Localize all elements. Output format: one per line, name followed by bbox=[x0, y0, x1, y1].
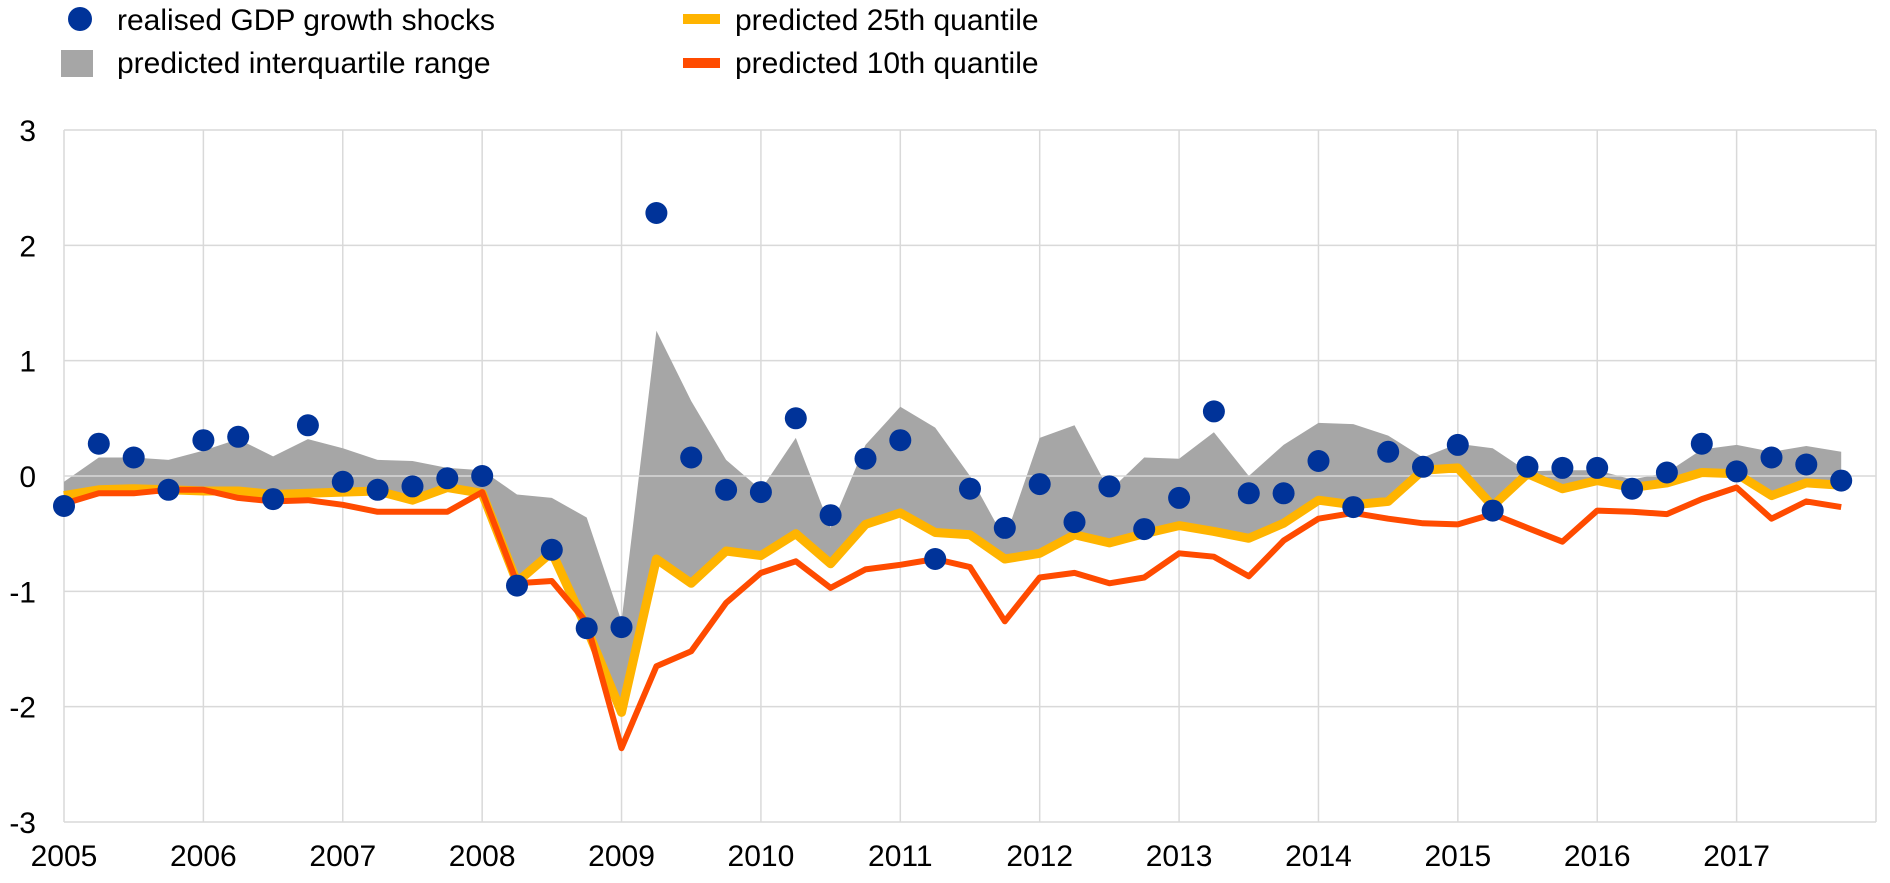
x-tick-label: 2017 bbox=[1703, 840, 1770, 873]
gdp-shock-point bbox=[1063, 511, 1086, 534]
legend-dot-swatch bbox=[68, 7, 92, 31]
gdp-shock-point bbox=[471, 465, 494, 487]
x-tick-label: 2006 bbox=[170, 840, 237, 873]
gdp-shock-dots-layer bbox=[53, 202, 1853, 640]
y-tick-label: -3 bbox=[9, 807, 36, 840]
gdp-shock-point bbox=[1446, 433, 1469, 456]
legend: realised GDP growth shocks predicted int… bbox=[61, 4, 1039, 80]
gdp-shock-point bbox=[680, 446, 703, 469]
gdp-shock-point bbox=[1586, 456, 1609, 479]
gdp-shock-point bbox=[924, 548, 947, 570]
gdp-shock-point bbox=[959, 477, 981, 500]
gdp-shock-point bbox=[993, 516, 1016, 539]
gdp-shock-point bbox=[1272, 482, 1295, 505]
gdp-shock-point bbox=[1516, 455, 1539, 478]
y-tick-label: 3 bbox=[19, 115, 36, 148]
gdp-shock-point bbox=[506, 574, 528, 597]
gdp-shock-point bbox=[1795, 453, 1818, 476]
x-tick-label: 2007 bbox=[309, 840, 376, 873]
x-tick-label: 2010 bbox=[728, 840, 795, 873]
series-line-q10 bbox=[63, 484, 1842, 752]
legend-q10-swatch bbox=[683, 58, 720, 68]
gdp-shock-point bbox=[645, 202, 668, 224]
gdp-shock-point bbox=[1098, 475, 1121, 498]
gdp-shock-point bbox=[401, 475, 424, 498]
gdp-shock-point bbox=[784, 407, 807, 430]
y-tick-label: -2 bbox=[9, 692, 36, 725]
gdp-shock-point bbox=[157, 478, 180, 501]
gdp-shock-point bbox=[1202, 400, 1225, 423]
gdp-shock-point bbox=[715, 478, 738, 501]
gdp-shock-point bbox=[889, 429, 912, 452]
gdp-shock-point bbox=[1412, 455, 1434, 478]
legend-label-iqr: predicted interquartile range bbox=[117, 47, 491, 80]
gdp-shock-point bbox=[436, 467, 459, 490]
interquartile-band-layer bbox=[64, 330, 1842, 713]
y-tick-label: 1 bbox=[19, 346, 36, 379]
legend-item-dots: realised GDP growth shocks bbox=[68, 4, 495, 37]
legend-item-q10: predicted 10th quantile bbox=[683, 47, 1039, 80]
interquartile-range-band bbox=[64, 330, 1842, 713]
x-tick-label: 2014 bbox=[1285, 840, 1352, 873]
gdp-shock-point bbox=[262, 488, 285, 511]
y-axis-ticks: 3 2 1 0 -1 -2 -3 bbox=[9, 115, 36, 840]
gdp-shock-point bbox=[575, 617, 598, 640]
y-tick-label: -1 bbox=[9, 576, 36, 609]
gdp-shock-point bbox=[1690, 432, 1713, 455]
gdp-shock-point bbox=[1830, 469, 1853, 492]
x-tick-label: 2013 bbox=[1146, 840, 1213, 873]
gdp-shock-point bbox=[1621, 477, 1644, 500]
gdp-shock-point bbox=[819, 504, 842, 527]
gdp-shock-point bbox=[53, 495, 75, 517]
gdp-shock-point bbox=[540, 538, 563, 561]
y-tick-label: 0 bbox=[19, 461, 36, 494]
gdp-shock-point bbox=[1725, 460, 1748, 483]
x-tick-label: 2011 bbox=[868, 840, 933, 873]
x-tick-label: 2005 bbox=[31, 840, 98, 873]
gdp-shock-point bbox=[1655, 461, 1678, 484]
x-axis-ticks: 2005 2006 2007 2008 2009 2010 2011 2012 2013 2014… bbox=[31, 840, 1770, 873]
gdp-shock-point bbox=[1481, 499, 1504, 522]
gdp-shock-point bbox=[1551, 456, 1574, 479]
legend-label-dots: realised GDP growth shocks bbox=[117, 4, 495, 37]
y-tick-label: 2 bbox=[19, 230, 36, 263]
gdp-shock-point bbox=[296, 414, 319, 437]
gdp-shock-point bbox=[1133, 518, 1156, 541]
gdp-shock-point bbox=[331, 470, 354, 493]
legend-item-q25: predicted 25th quantile bbox=[683, 4, 1039, 37]
gdp-shock-point bbox=[854, 447, 877, 470]
gdp-shock-point bbox=[749, 481, 772, 504]
series-line-q25 bbox=[63, 463, 1842, 717]
legend-label-q25: predicted 25th quantile bbox=[735, 4, 1039, 37]
legend-item-iqr: predicted interquartile range bbox=[61, 47, 491, 80]
legend-q25-swatch bbox=[683, 14, 720, 24]
gdp-shock-point bbox=[1028, 473, 1051, 496]
quantile-lines-layer bbox=[63, 463, 1842, 752]
legend-label-q10: predicted 10th quantile bbox=[735, 47, 1039, 80]
gdp-shock-point bbox=[227, 425, 250, 448]
gdp-shock-point bbox=[1342, 496, 1365, 519]
gdp-shock-point bbox=[1377, 440, 1400, 463]
x-tick-label: 2009 bbox=[588, 840, 655, 873]
gdp-shock-point bbox=[1237, 482, 1260, 505]
x-tick-label: 2016 bbox=[1564, 840, 1631, 873]
x-tick-label: 2008 bbox=[449, 840, 516, 873]
gdp-shock-point bbox=[122, 446, 145, 469]
gdp-shock-point bbox=[1760, 446, 1783, 469]
gdp-shock-point bbox=[366, 478, 389, 501]
gdp-shock-point bbox=[192, 429, 215, 452]
gdp-shock-point bbox=[610, 616, 633, 639]
x-tick-label: 2012 bbox=[1006, 840, 1073, 873]
gdp-shock-point bbox=[1307, 450, 1330, 472]
x-tick-label: 2015 bbox=[1424, 840, 1491, 873]
gdp-shock-point bbox=[87, 432, 110, 455]
legend-iqr-swatch bbox=[61, 50, 93, 77]
gdp-shock-point bbox=[1168, 486, 1191, 509]
